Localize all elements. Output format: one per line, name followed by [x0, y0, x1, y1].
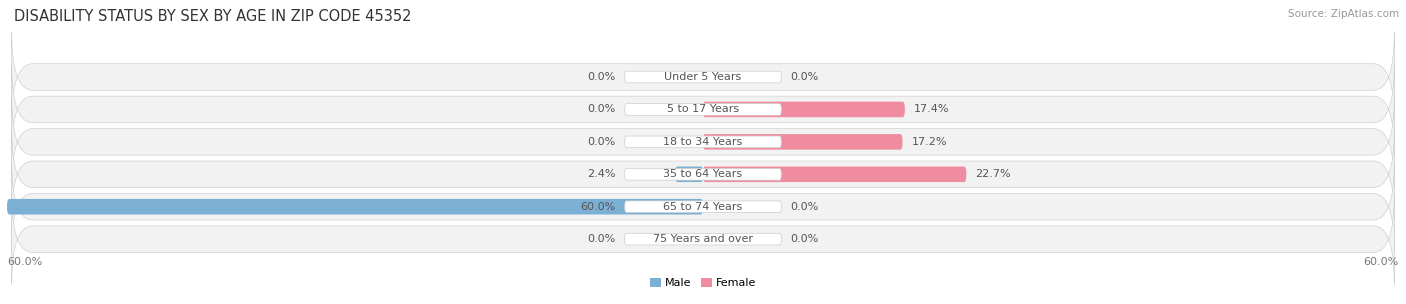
Text: 60.0%: 60.0%	[1364, 257, 1399, 267]
FancyBboxPatch shape	[624, 168, 782, 180]
Text: 0.0%: 0.0%	[790, 72, 818, 82]
FancyBboxPatch shape	[703, 134, 903, 150]
Text: 60.0%: 60.0%	[581, 202, 616, 212]
Text: 0.0%: 0.0%	[588, 105, 616, 114]
Text: 65 to 74 Years: 65 to 74 Years	[664, 202, 742, 212]
Legend: Male, Female: Male, Female	[645, 273, 761, 293]
Text: 0.0%: 0.0%	[790, 234, 818, 244]
Text: 75 Years and over: 75 Years and over	[652, 234, 754, 244]
Text: 0.0%: 0.0%	[588, 137, 616, 147]
FancyBboxPatch shape	[624, 201, 782, 212]
FancyBboxPatch shape	[624, 136, 782, 148]
Text: 0.0%: 0.0%	[790, 202, 818, 212]
Text: Source: ZipAtlas.com: Source: ZipAtlas.com	[1288, 9, 1399, 19]
FancyBboxPatch shape	[11, 97, 1395, 187]
Text: 18 to 34 Years: 18 to 34 Years	[664, 137, 742, 147]
FancyBboxPatch shape	[11, 129, 1395, 219]
Text: DISABILITY STATUS BY SEX BY AGE IN ZIP CODE 45352: DISABILITY STATUS BY SEX BY AGE IN ZIP C…	[14, 9, 412, 24]
Text: Under 5 Years: Under 5 Years	[665, 72, 741, 82]
Text: 0.0%: 0.0%	[588, 72, 616, 82]
FancyBboxPatch shape	[11, 194, 1395, 284]
FancyBboxPatch shape	[624, 233, 782, 245]
FancyBboxPatch shape	[11, 64, 1395, 154]
Text: 0.0%: 0.0%	[588, 234, 616, 244]
FancyBboxPatch shape	[11, 32, 1395, 122]
FancyBboxPatch shape	[624, 104, 782, 115]
Text: 35 to 64 Years: 35 to 64 Years	[664, 169, 742, 179]
Text: 17.2%: 17.2%	[912, 137, 948, 147]
FancyBboxPatch shape	[624, 71, 782, 83]
FancyBboxPatch shape	[703, 167, 966, 182]
Text: 60.0%: 60.0%	[7, 257, 42, 267]
FancyBboxPatch shape	[7, 199, 703, 215]
Text: 17.4%: 17.4%	[914, 105, 949, 114]
Text: 22.7%: 22.7%	[976, 169, 1011, 179]
Text: 2.4%: 2.4%	[586, 169, 616, 179]
Text: 5 to 17 Years: 5 to 17 Years	[666, 105, 740, 114]
FancyBboxPatch shape	[703, 102, 905, 117]
FancyBboxPatch shape	[675, 167, 703, 182]
FancyBboxPatch shape	[11, 162, 1395, 252]
